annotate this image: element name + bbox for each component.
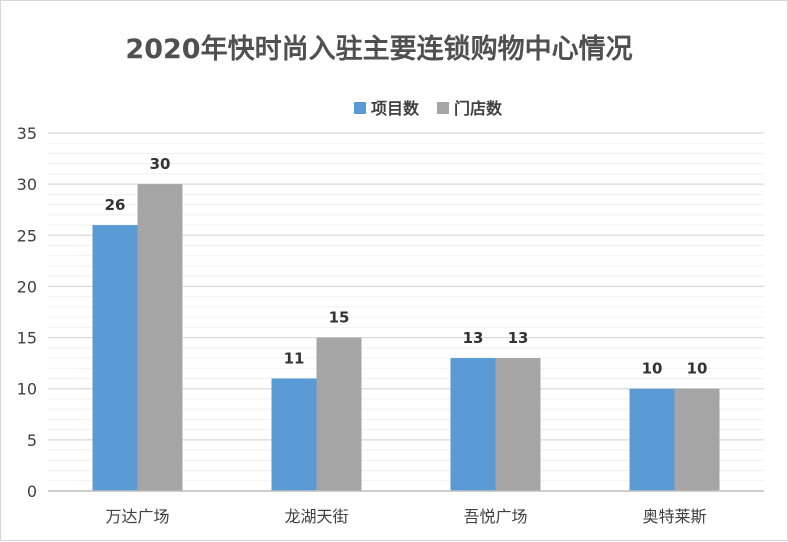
y-tick-label: 10 — [17, 380, 37, 399]
x-category-label: 龙湖天街 — [284, 507, 348, 526]
x-category-label: 奥特莱斯 — [642, 507, 706, 526]
data-label: 11 — [284, 349, 305, 367]
data-label: 13 — [463, 329, 484, 347]
legend-swatch-project-count — [354, 102, 366, 114]
bar-project-count — [271, 378, 317, 491]
chart-title: 2020年快时尚入驻主要连锁购物中心情况 — [125, 33, 632, 65]
data-label: 15 — [329, 309, 350, 327]
y-axis: 0 5 10 15 20 25 30 35 — [17, 124, 37, 501]
bar-store-count — [495, 358, 541, 491]
data-label: 10 — [642, 360, 663, 378]
legend-swatch-store-count — [437, 102, 449, 114]
x-category-label: 万达广场 — [105, 507, 169, 526]
legend-label-store-count: 门店数 — [454, 99, 503, 118]
data-label: 26 — [105, 196, 126, 214]
x-category-label: 吾悦广场 — [463, 507, 527, 526]
y-tick-label: 20 — [17, 277, 37, 296]
y-tick-label: 35 — [17, 124, 37, 143]
bars — [92, 184, 720, 492]
data-label: 30 — [150, 155, 171, 173]
bar-store-count — [316, 337, 362, 491]
y-tick-label: 30 — [17, 175, 37, 194]
y-tick-label: 15 — [17, 329, 37, 348]
bar-store-count — [674, 388, 720, 491]
bar-project-count — [629, 388, 675, 491]
legend: 项目数 门店数 — [354, 99, 503, 118]
y-tick-label: 5 — [27, 431, 37, 450]
data-label: 10 — [687, 360, 708, 378]
data-label: 13 — [508, 329, 529, 347]
data-labels: 26 30 11 15 13 13 10 10 — [105, 155, 708, 378]
bar-project-count — [92, 225, 138, 492]
bar-store-count — [137, 184, 183, 491]
x-axis: 万达广场 龙湖天街 吾悦广场 奥特莱斯 — [48, 490, 764, 526]
y-tick-label: 25 — [17, 226, 37, 245]
bar-project-count — [450, 358, 496, 491]
legend-label-project-count: 项目数 — [371, 99, 420, 118]
y-tick-label: 0 — [27, 482, 37, 501]
